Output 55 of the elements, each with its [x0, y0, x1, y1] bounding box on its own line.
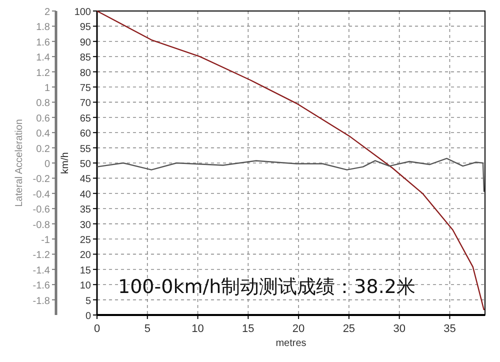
- y2-tick-label: -1.2: [32, 250, 50, 262]
- y2-tick-label: 1.4: [36, 52, 50, 64]
- y2-tick-label: -1.8: [32, 296, 50, 307]
- y-tick-label: 0: [85, 311, 92, 322]
- y-tick-label: 5: [85, 296, 92, 307]
- y-tick-label: 60: [80, 128, 92, 140]
- x-axis-title: metres: [276, 338, 306, 349]
- y-tick-label: 55: [80, 144, 92, 155]
- y-tick-label: 70: [80, 98, 92, 110]
- x-tick-label: 10: [192, 323, 204, 335]
- y2-tick-label: 0.6: [36, 113, 50, 124]
- y2-tick-label: 1.8: [36, 22, 50, 34]
- y2-tick-label: -1.4: [32, 265, 50, 276]
- y-tick-label: 95: [80, 22, 92, 34]
- x-tick-label: 30: [393, 323, 406, 335]
- y-tick-label: 65: [80, 113, 92, 124]
- line-series: [96, 10, 485, 311]
- y2-tick-label: -0.8: [32, 220, 50, 231]
- y-tick-label: 25: [80, 235, 92, 246]
- y2-tick-label: 0.8: [36, 98, 50, 110]
- y2-tick-label: -0.4: [32, 189, 50, 200]
- y-axis-title: km/h: [60, 152, 71, 174]
- x-tick-label: 15: [242, 323, 254, 335]
- y2-tick-label: 0: [44, 159, 50, 170]
- y-tick-label: 100: [74, 7, 92, 18]
- y-tick-label: 90: [80, 37, 92, 48]
- y-tick-label: 75: [80, 83, 92, 94]
- y2-tick-label: 1: [44, 83, 50, 94]
- y-tick-label: 20: [80, 250, 92, 262]
- line-series: [96, 158, 485, 192]
- y-tick-label: 35: [80, 204, 92, 216]
- y-tick-label: 15: [80, 265, 92, 276]
- y-tick-label: 40: [80, 189, 92, 200]
- y2-axis-title: Lateral Acceleration: [14, 119, 25, 207]
- y2-tick-label: 1.2: [36, 68, 50, 79]
- x-tick-label: 20: [292, 323, 305, 335]
- x-tick-label: 5: [144, 323, 150, 335]
- y-tick-label: 30: [80, 220, 92, 231]
- y2-tick-label: -1.6: [32, 280, 50, 292]
- y2-tick-label: 0.2: [36, 144, 50, 155]
- annotation: 100-0km/h制动测试成绩：38.2米: [118, 276, 416, 298]
- y2-tick-label: 2: [44, 7, 50, 18]
- y-tick-label: 10: [80, 280, 92, 292]
- x-tick-label: 25: [342, 323, 356, 335]
- y-tick-label: 80: [80, 68, 92, 79]
- y2-tick-label: 1.6: [36, 37, 50, 48]
- y-tick-label: 85: [80, 52, 92, 64]
- y-tick-label: 45: [80, 174, 92, 186]
- y-tick-label: 50: [80, 159, 92, 170]
- y2-tick-label: 0.4: [36, 128, 50, 140]
- x-tick-label: 0: [94, 323, 100, 335]
- y2-tick-label: -1: [41, 235, 50, 246]
- y2-tick-label: -0.6: [32, 204, 50, 216]
- x-tick-label: 35: [444, 323, 456, 335]
- y2-tick-label: -0.2: [32, 174, 50, 186]
